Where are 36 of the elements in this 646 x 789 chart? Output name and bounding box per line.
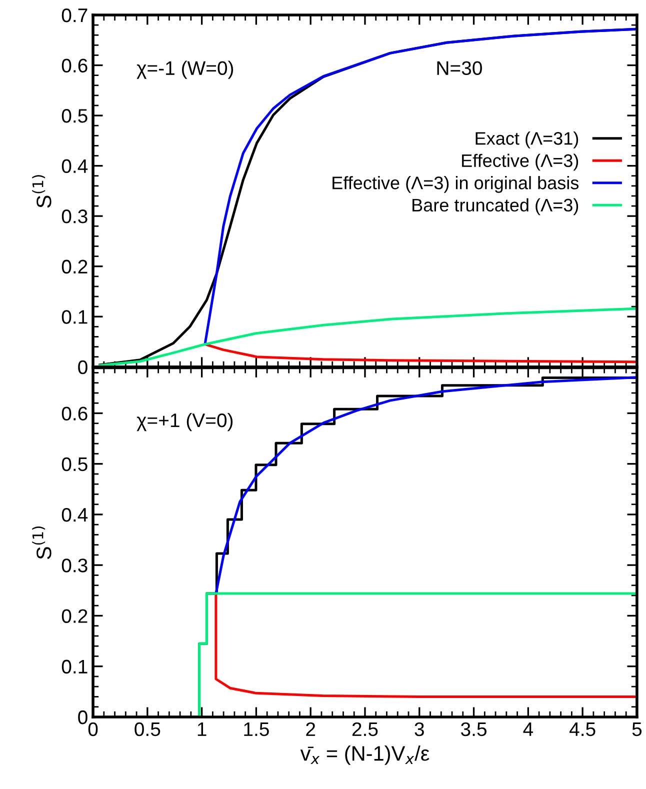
x-axis-title: v̄$_{x}$ = (N-1)V$_{x}$/ε [300, 746, 430, 765]
x-tick-label: 3.5 [461, 722, 486, 736]
y-axis-title: S$^{(1)}$ [32, 526, 52, 560]
legend-label: Exact (Λ=31) [476, 132, 578, 148]
x-tick-label: 0.5 [134, 722, 160, 736]
legend-label: Bare truncated (Λ=3) [412, 198, 578, 216]
y-tick-label: 0.2 [62, 609, 88, 623]
y-tick-label: 0.3 [62, 558, 88, 572]
y-tick-label: 0.7 [62, 8, 88, 22]
annotation: N=30 [437, 61, 482, 76]
x-tick-label: 2 [306, 722, 316, 736]
x-tick-label: 2.5 [352, 722, 378, 736]
y-axis-title: S$^{(1)}$ [32, 175, 52, 208]
y-tick-label: 0.3 [62, 210, 88, 224]
y-tick-label: 0 [78, 360, 88, 374]
annotation: χ=-1 (W=0) [136, 60, 234, 79]
x-tick-label: 1 [198, 722, 206, 736]
x-tick-label: 1.5 [244, 722, 269, 736]
y-tick-label: 0.5 [62, 457, 88, 472]
y-tick-label: 0.5 [62, 109, 88, 123]
y-tick-label: 0.1 [62, 310, 88, 324]
x-tick-label: 4.5 [569, 722, 596, 736]
x-tick-label: 0 [88, 722, 98, 736]
y-tick-label: 0.4 [62, 508, 88, 522]
x-tick-label: 3 [414, 722, 424, 736]
legend-label: Effective (Λ=3) [462, 154, 578, 171]
y-tick-label: 0 [78, 710, 88, 724]
y-tick-label: 0.4 [62, 159, 88, 174]
x-tick-label: 5 [632, 722, 642, 736]
annotation: χ=+1 (V=0) [136, 412, 233, 432]
legend-label: Effective (Λ=3) in original basis [332, 176, 579, 193]
y-tick-label: 0.1 [62, 660, 88, 674]
y-tick-label: 0.2 [62, 260, 88, 274]
y-tick-label: 0.6 [62, 58, 88, 72]
x-tick-label: 4 [523, 722, 534, 736]
y-tick-label: 0.6 [62, 406, 88, 420]
